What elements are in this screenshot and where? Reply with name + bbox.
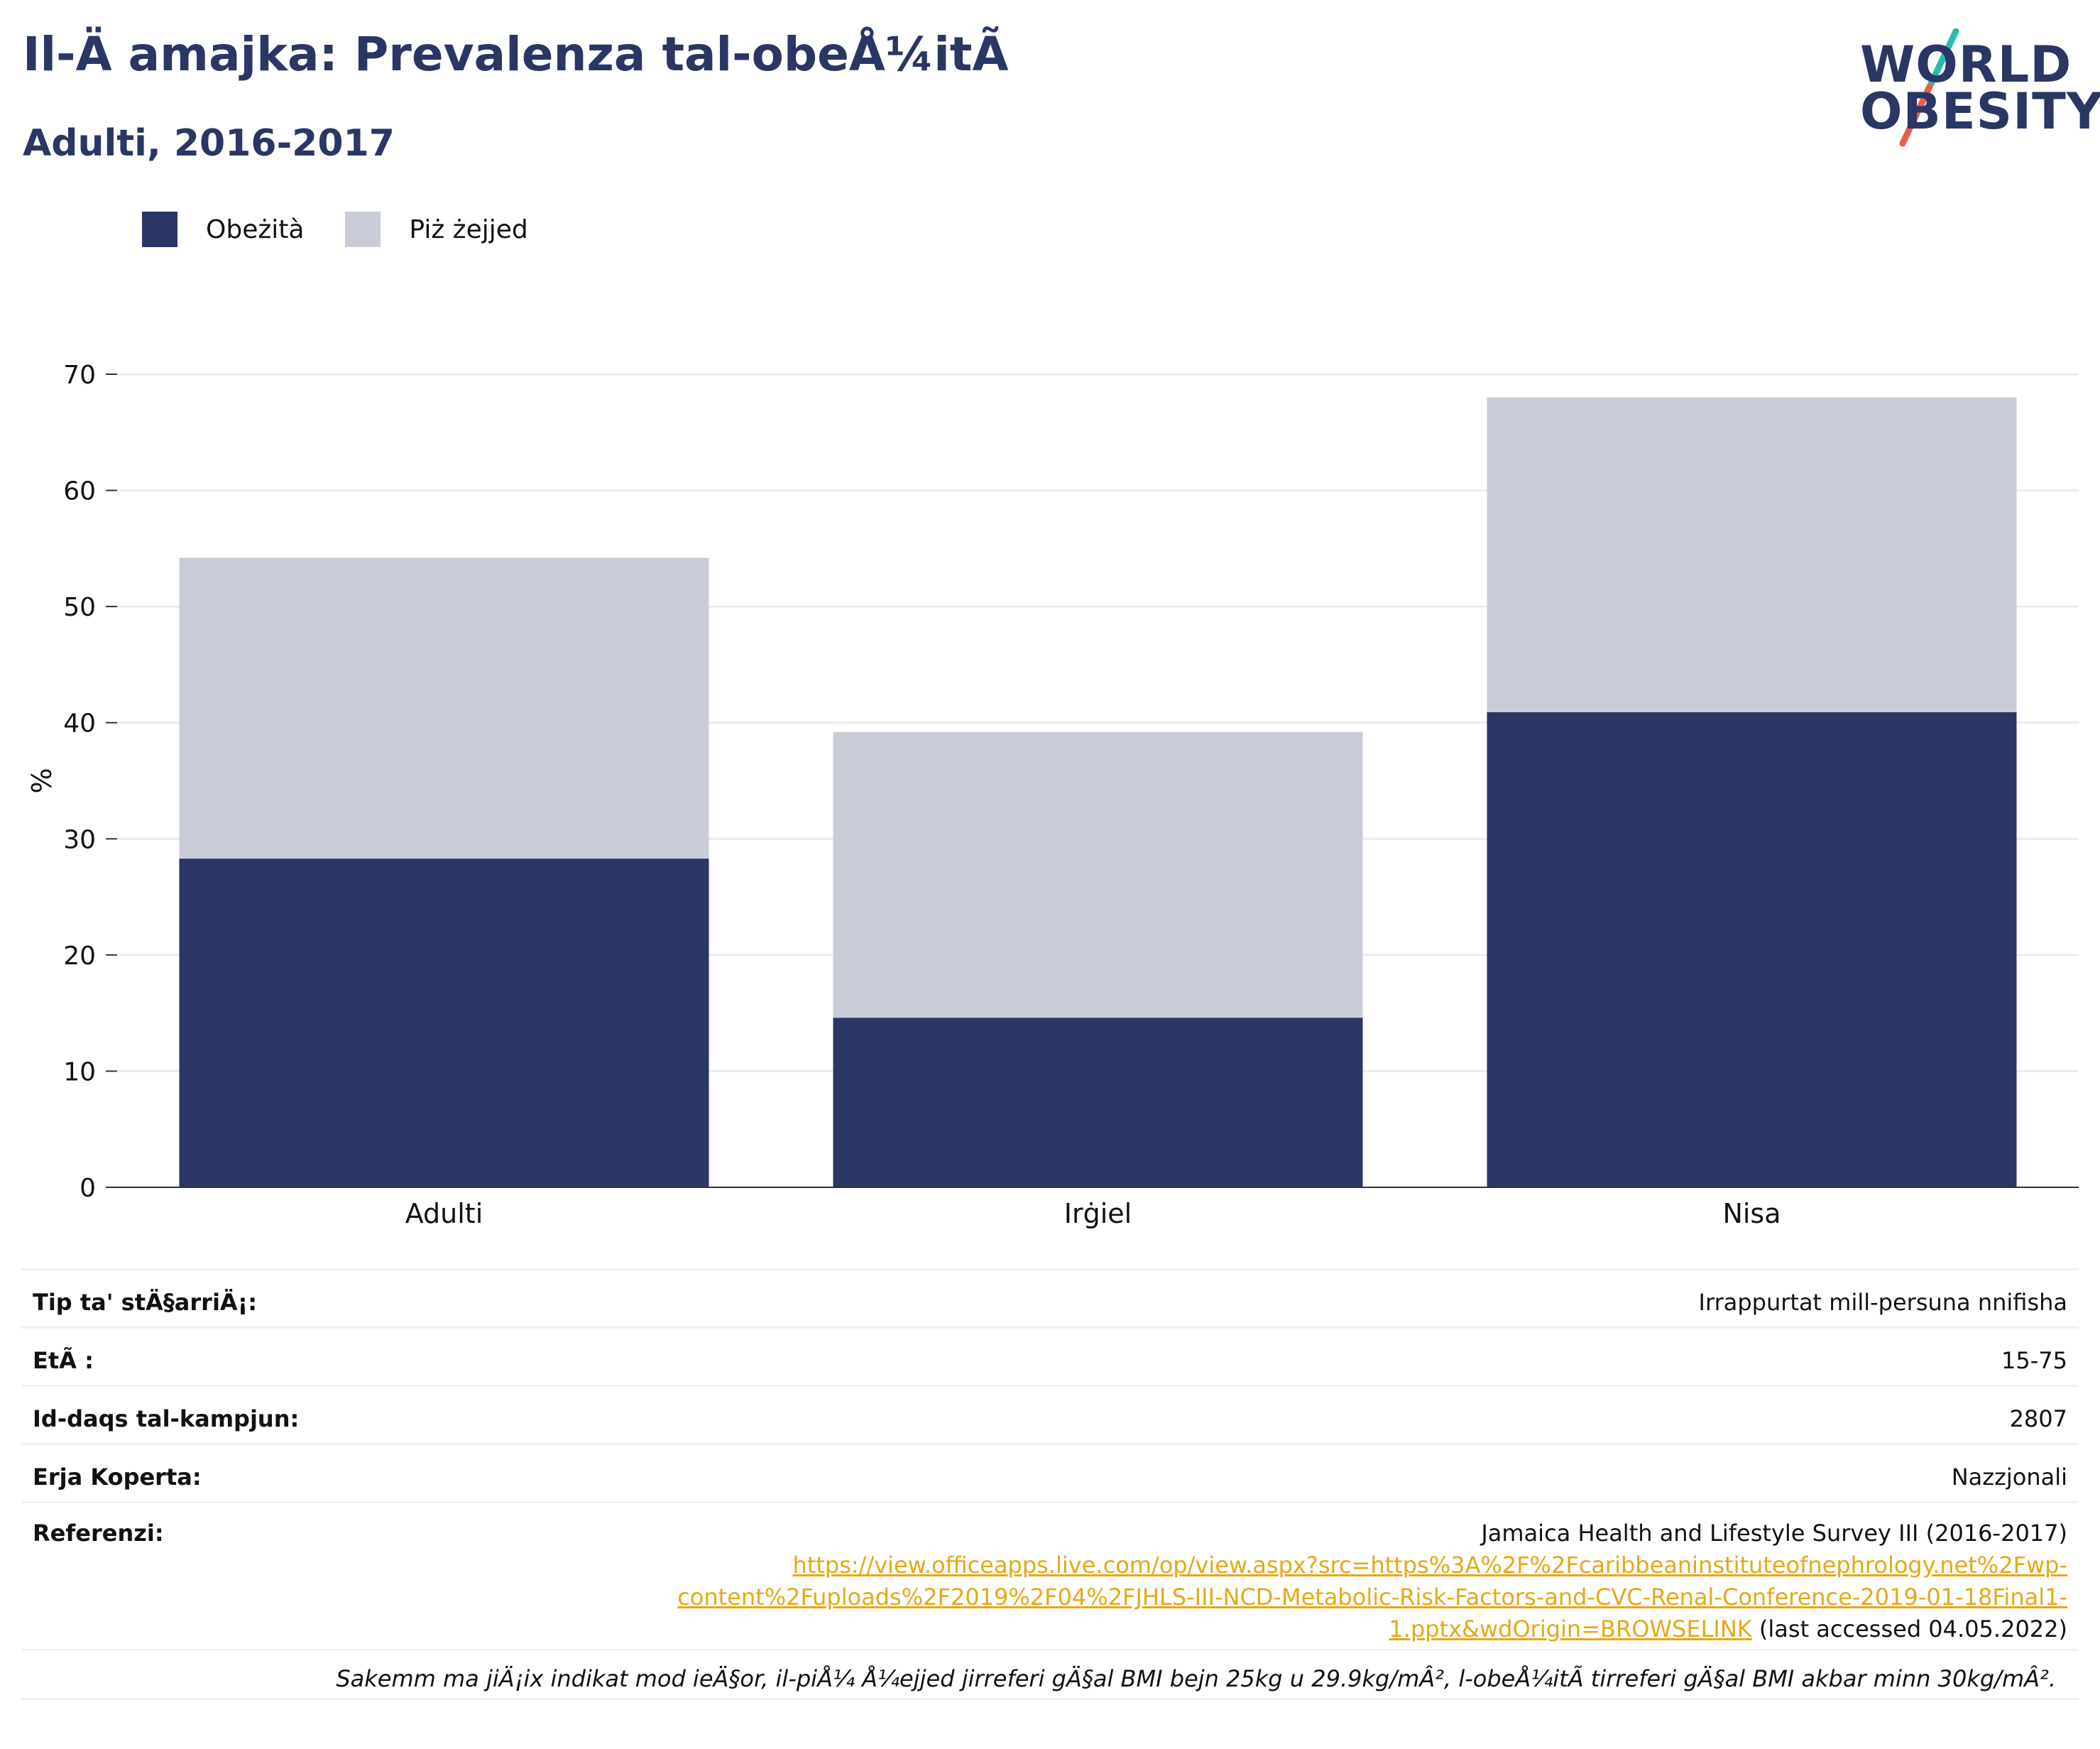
info-value-age: 15-75 xyxy=(2001,1347,2067,1374)
info-label-age: EtÃ : xyxy=(33,1347,94,1374)
legend-item-overweight[interactable]: Piż żejjed xyxy=(345,212,528,247)
y-tick-label: 40 xyxy=(63,709,96,739)
world-obesity-logo: WORLD OBESITY xyxy=(1832,28,2100,156)
legend-swatch-obesity xyxy=(142,212,177,247)
info-label-survey-type: Tip ta' stÄ§arriÄ¡: xyxy=(33,1289,258,1316)
chart-subtitle: Adulti, 2016-2017 xyxy=(23,122,395,165)
bar-Nisa-overweight xyxy=(1487,397,2017,712)
bar-Irġiel-obesity xyxy=(833,1018,1363,1187)
x-tick-label: Nisa xyxy=(1722,1198,1781,1229)
chart-title: Il-Ä amajka: Prevalenza tal-obeÅ¼itÃ xyxy=(23,27,1009,82)
info-label-reference: Referenzi: xyxy=(33,1520,164,1547)
bar-Adulti-overweight xyxy=(179,557,709,859)
reference-link-line-1[interactable]: https://view.officeapps.live.com/op/view… xyxy=(792,1552,2067,1579)
legend-label-obesity: Obeżità xyxy=(206,214,305,244)
logo-text-world: WORLD xyxy=(1860,36,2072,94)
info-row-note: Sakemm ma jiÄ¡ix indikat mod ieÄ§or, il-… xyxy=(21,1649,2079,1700)
info-label-area: Erja Koperta: xyxy=(33,1464,202,1491)
logo-text-obesity: OBESITY xyxy=(1860,82,2100,141)
y-tick-label: 50 xyxy=(63,593,96,622)
y-tick-label: 0 xyxy=(80,1174,96,1203)
legend-label-overweight: Piż żejjed xyxy=(409,214,528,244)
info-label-sample-size: Id-daqs tal-kampjun: xyxy=(33,1405,300,1432)
legend-swatch-overweight xyxy=(345,212,381,247)
y-tick-label: 60 xyxy=(63,477,96,506)
info-value-survey-type: Irrappurtat mill-persuna nnifisha xyxy=(1698,1289,2067,1316)
info-row-age: EtÃ : 15-75 xyxy=(21,1326,2079,1385)
x-tick-label: Irġiel xyxy=(1064,1198,1132,1229)
reference-link-line-2[interactable]: content%2Fuploads%2F2019%2F04%2FJHLS-III… xyxy=(677,1584,2067,1611)
x-tick-label: Adulti xyxy=(405,1198,483,1229)
bmi-definition-note: Sakemm ma jiÄ¡ix indikat mod ieÄ§or, il-… xyxy=(336,1665,2056,1692)
reference-title: Jamaica Health and Lifestyle Survey III … xyxy=(1481,1520,2067,1547)
y-axis-label: % xyxy=(26,768,58,793)
info-row-reference: Referenzi: Jamaica Health and Lifestyle … xyxy=(21,1501,2079,1649)
bar-Irġiel-overweight xyxy=(833,731,1363,1018)
y-tick-label: 20 xyxy=(63,942,96,971)
reference-accessed-date: (last accessed 04.05.2022) xyxy=(1751,1615,2067,1642)
info-row-survey-type: Tip ta' stÄ§arriÄ¡: Irrappurtat mill-per… xyxy=(21,1268,2079,1326)
logo-slash-icon xyxy=(1899,28,1959,147)
bar-Nisa-obesity xyxy=(1487,712,2017,1187)
survey-info-table: Tip ta' stÄ§arriÄ¡: Irrappurtat mill-per… xyxy=(21,1268,2079,1700)
info-value-sample-size: 2807 xyxy=(2009,1405,2067,1432)
info-row-area: Erja Koperta: Nazzjonali xyxy=(21,1443,2079,1501)
info-value-reference: Jamaica Health and Lifestyle Survey III … xyxy=(677,1518,2067,1645)
y-tick-label: 70 xyxy=(63,361,96,390)
stacked-bar-chart: 0 10 20 30 40 50 60 70% Adulti Irġiel Nisa xyxy=(26,361,2079,1229)
bar-Adulti-obesity xyxy=(179,859,709,1187)
info-row-sample-size: Id-daqs tal-kampjun: 2807 xyxy=(21,1385,2079,1443)
chart-legend: Obeżità Piż żejjed xyxy=(142,212,569,247)
reference-link-line-3[interactable]: 1.pptx&wdOrigin=BROWSELINK xyxy=(1389,1615,1752,1642)
legend-item-obesity[interactable]: Obeżità xyxy=(142,212,304,247)
info-value-area: Nazzjonali xyxy=(1951,1464,2067,1491)
y-tick-label: 10 xyxy=(63,1057,96,1086)
y-tick-label: 30 xyxy=(63,825,96,854)
